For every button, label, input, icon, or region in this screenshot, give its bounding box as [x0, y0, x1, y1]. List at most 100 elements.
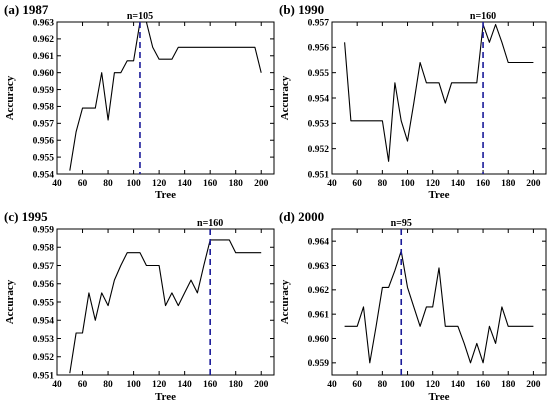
data-point	[183, 46, 186, 49]
data-point	[368, 361, 371, 364]
x-tick-label: 80	[103, 179, 113, 189]
data-point	[202, 264, 205, 267]
data-point	[234, 46, 237, 49]
data-point	[475, 342, 478, 345]
data-point	[81, 107, 84, 110]
data-point	[87, 291, 90, 294]
y-tick-label: 0.962	[33, 35, 55, 45]
x-tick-label: 140	[451, 179, 466, 189]
x-axis-label: Tree	[155, 391, 176, 403]
data-point	[343, 325, 346, 328]
data-point	[406, 140, 409, 143]
data-point	[158, 264, 161, 267]
x-tick-label: 40	[52, 380, 62, 390]
data-point	[126, 251, 129, 254]
data-point	[519, 325, 522, 328]
data-point	[253, 251, 256, 254]
y-tick-label: 0.958	[33, 103, 55, 113]
accuracy-series-line	[69, 239, 262, 374]
data-point	[253, 46, 256, 49]
data-point	[183, 291, 186, 294]
x-tick-label: 160	[203, 179, 218, 189]
x-tick-label: 200	[526, 179, 541, 189]
data-point	[190, 279, 193, 282]
x-tick-label: 200	[254, 380, 269, 390]
plot-frame	[56, 21, 275, 175]
data-point	[519, 61, 522, 64]
data-point	[425, 305, 428, 308]
y-tick-label: 0.954	[33, 317, 55, 327]
y-tick-label: 0.957	[308, 18, 330, 28]
data-point	[469, 81, 472, 84]
data-point	[425, 81, 428, 84]
plot-frame	[331, 21, 547, 175]
x-tick-label: 180	[229, 179, 244, 189]
y-tick-label: 0.963	[33, 18, 55, 28]
x-tick-label: 140	[451, 380, 466, 390]
y-tick-label: 0.962	[308, 286, 330, 296]
y-tick-label: 0.952	[308, 145, 330, 155]
data-point	[375, 325, 378, 328]
data-point	[494, 23, 497, 26]
data-point	[494, 342, 497, 345]
data-point	[170, 58, 173, 61]
data-point	[349, 119, 352, 122]
data-point	[151, 46, 154, 49]
x-tick-label: 180	[501, 380, 516, 390]
data-point	[456, 81, 459, 84]
data-point	[393, 81, 396, 84]
y-tick-label: 0.954	[33, 170, 55, 180]
x-axis-label: Tree	[155, 189, 176, 201]
data-point	[164, 304, 167, 307]
optimal-tree-label: n=160	[197, 218, 223, 229]
data-point	[209, 46, 212, 49]
data-point	[488, 41, 491, 44]
data-point	[215, 238, 218, 241]
y-tick-label: 0.951	[308, 170, 330, 180]
data-point	[393, 269, 396, 272]
x-tick-label: 100	[400, 380, 415, 390]
data-point	[215, 46, 218, 49]
data-point	[119, 264, 122, 267]
data-point	[500, 305, 503, 308]
plot-frame	[56, 228, 275, 376]
y-tick-label: 0.957	[33, 262, 55, 272]
panel-title: (d) 2000	[279, 209, 324, 224]
data-point	[513, 325, 516, 328]
data-point	[164, 58, 167, 61]
y-tick-label: 0.954	[308, 94, 330, 104]
y-tick-label: 0.952	[33, 353, 55, 363]
data-point	[132, 251, 135, 254]
data-point	[412, 305, 415, 308]
data-point	[87, 107, 90, 110]
data-point	[94, 319, 97, 322]
x-tick-label: 80	[378, 380, 388, 390]
y-axis-label: Accuracy	[4, 75, 16, 120]
data-point	[132, 59, 135, 62]
x-tick-label: 60	[352, 179, 362, 189]
data-point	[260, 71, 263, 74]
data-point	[469, 361, 472, 364]
data-point	[482, 361, 485, 364]
data-point	[177, 46, 180, 49]
y-tick-label: 0.960	[308, 335, 330, 345]
x-tick-label: 200	[526, 380, 541, 390]
y-tick-label: 0.960	[33, 69, 55, 79]
data-point	[400, 119, 403, 122]
y-tick-label: 0.964	[308, 237, 330, 247]
y-axis-label: Accuracy	[279, 75, 291, 120]
x-tick-label: 80	[378, 179, 388, 189]
data-point	[177, 304, 180, 307]
x-tick-label: 100	[126, 380, 141, 390]
data-point	[170, 291, 173, 294]
chart-panel-1: (a) 1987 40 60 80 100 120 140 160 180 200 0.954 0.9…	[4, 2, 275, 201]
data-point	[75, 130, 78, 133]
data-point	[513, 61, 516, 64]
data-point	[419, 325, 422, 328]
data-point	[81, 332, 84, 335]
data-point	[456, 325, 459, 328]
accuracy-series-line	[344, 250, 534, 364]
x-tick-label: 140	[178, 380, 193, 390]
x-tick-label: 160	[476, 380, 491, 390]
